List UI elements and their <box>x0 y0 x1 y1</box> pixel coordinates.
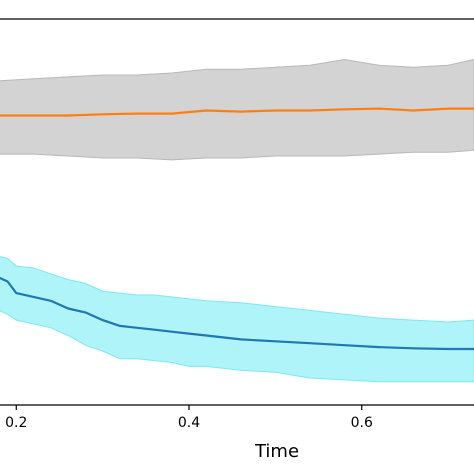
series-1-band <box>0 58 474 161</box>
series-2-band <box>0 256 474 383</box>
confidence-bands <box>0 58 474 383</box>
series-1-line <box>0 107 474 117</box>
x-tick-label: 0.2 <box>5 415 27 431</box>
x-ticks: 0.2 0.4 0.6 <box>5 405 373 431</box>
x-axis-label: Time <box>254 441 299 462</box>
x-tick-label: 0.4 <box>178 415 200 431</box>
axes <box>0 18 474 406</box>
x-tick-label: 0.6 <box>351 415 373 431</box>
series-lines <box>0 107 474 351</box>
series-2-line <box>0 276 474 351</box>
